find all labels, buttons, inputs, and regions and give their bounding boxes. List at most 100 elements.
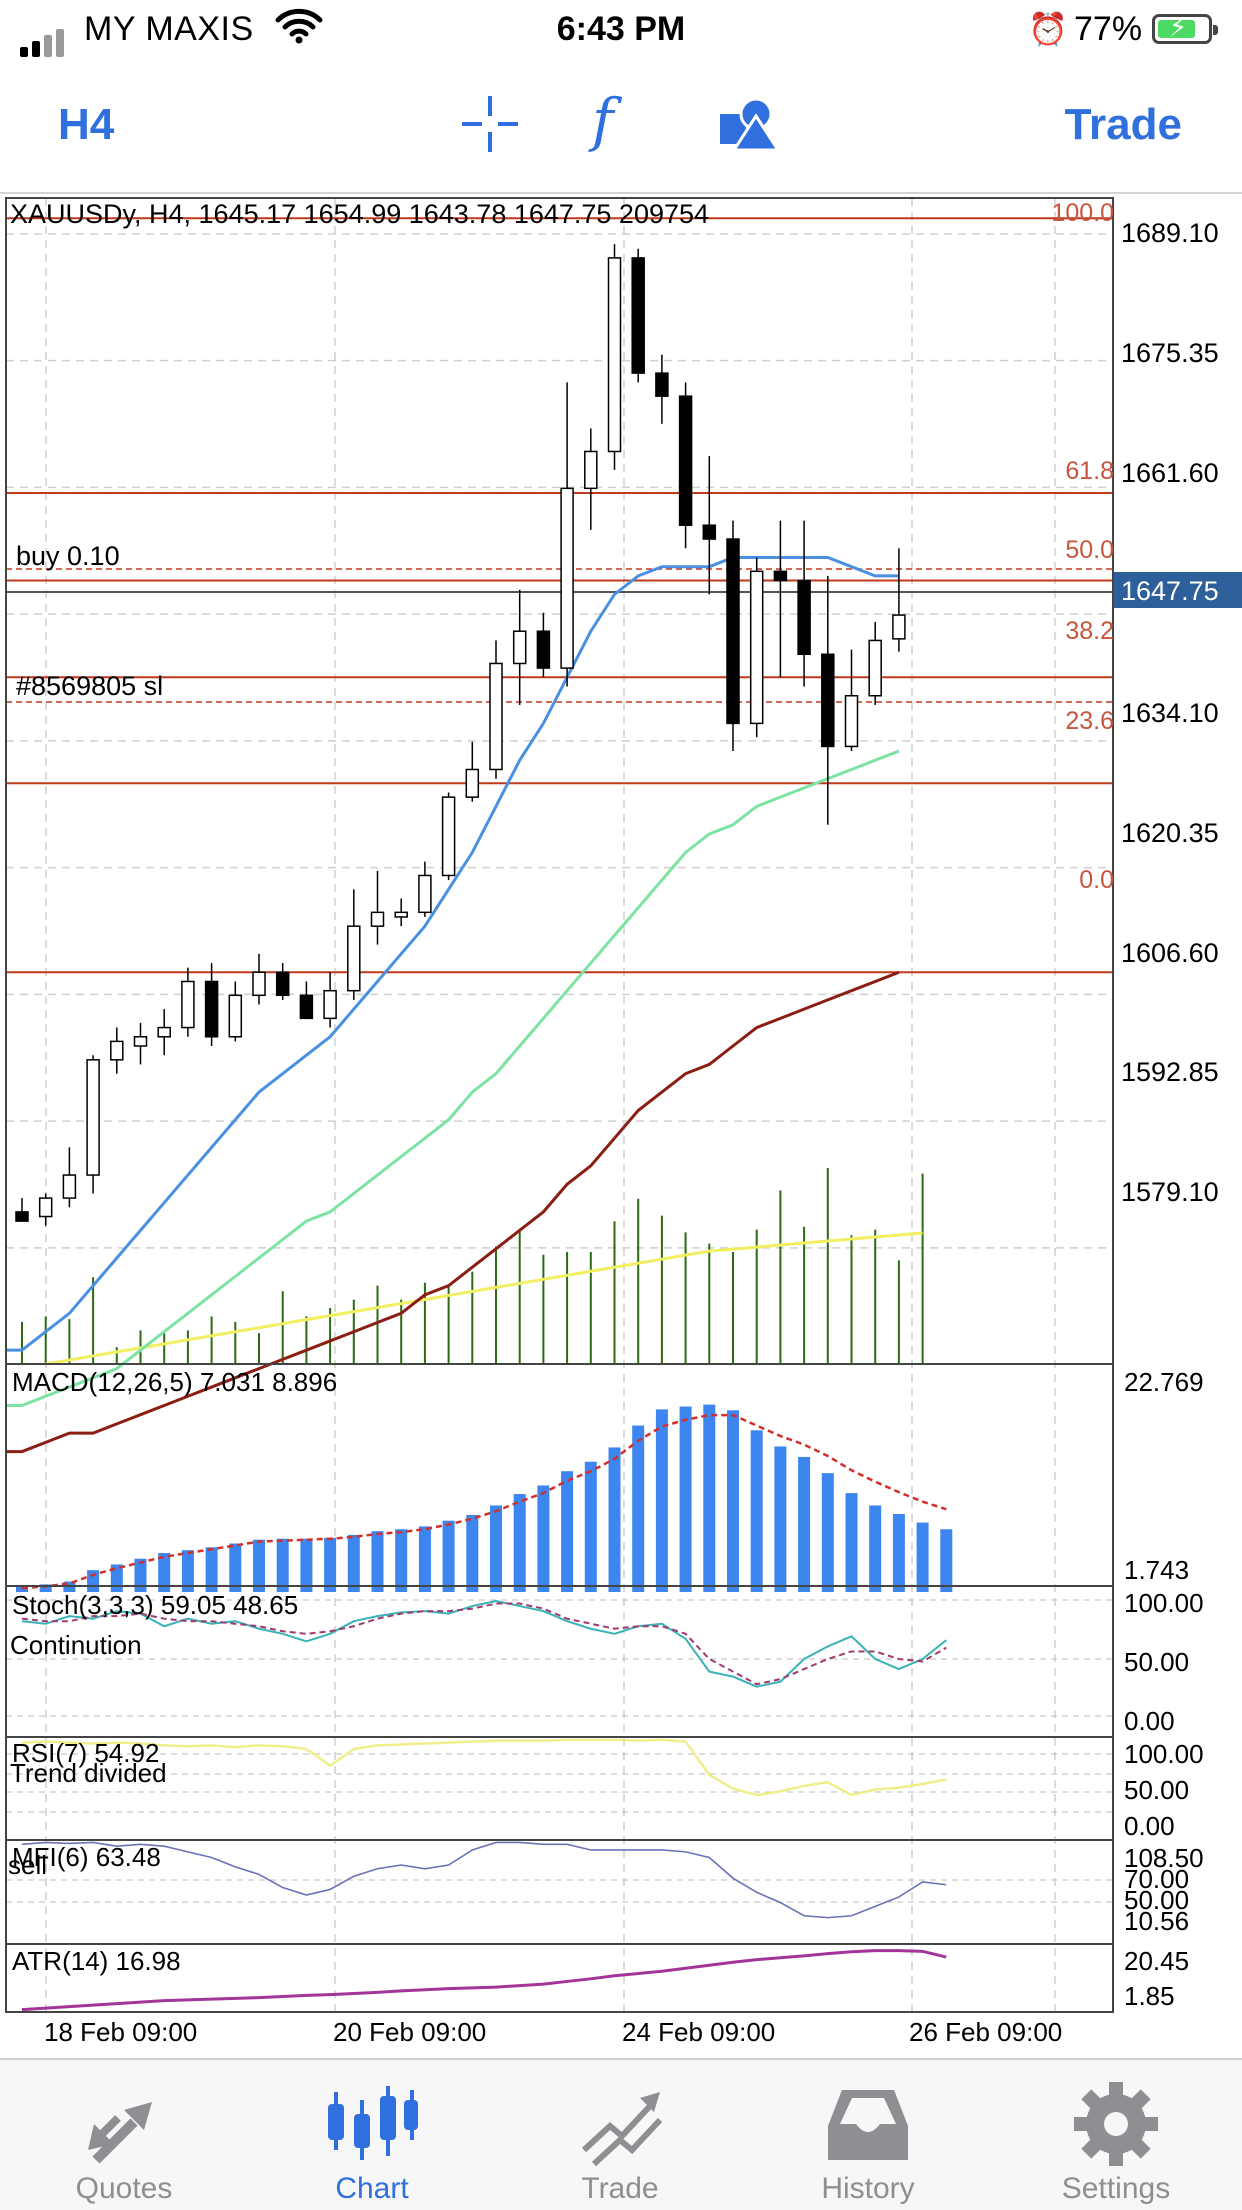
candle (347, 925, 361, 992)
date-label: 24 Feb 09:00 (622, 2017, 775, 2047)
macd-label: MACD(12,26,5) 7.031 8.896 (12, 1367, 337, 1397)
macd-tick: 1.743 (1124, 1555, 1189, 1585)
candle (868, 639, 882, 697)
price-chart[interactable]: XAUUSDy, H4, 1645.17 1654.99 1643.78 164… (0, 192, 1242, 2058)
macd-bar (158, 1553, 171, 1592)
objects-icon[interactable] (716, 90, 782, 161)
wifi-icon (274, 6, 324, 55)
mfi-label: MFI(6) 63.48 (12, 1842, 161, 1872)
candle (394, 911, 408, 918)
candle (228, 994, 243, 1038)
stoch-label: Stoch(3,3,3) 59.05 48.65 (12, 1590, 298, 1620)
battery-percent: 77% (1074, 10, 1143, 48)
macd-bar (490, 1505, 502, 1592)
candle (38, 1197, 53, 1218)
chart-frame (5, 197, 1114, 2013)
fib-level-label: 50.0 (1065, 536, 1114, 564)
timeframe-button[interactable]: H4 (58, 100, 115, 149)
candle (86, 1059, 100, 1176)
macd-panel (16, 1404, 953, 1592)
history-icon (828, 2090, 908, 2160)
macd-bar (798, 1456, 811, 1592)
carrier-name: MY MAXIS (84, 10, 254, 48)
candle (536, 630, 551, 669)
candle (702, 524, 717, 540)
tab-chart[interactable]: Chart (248, 2060, 496, 2210)
atr-tick: 20.45 (1124, 1946, 1189, 1976)
macd-bar (466, 1514, 479, 1592)
tab-trade[interactable]: Trade (496, 2060, 744, 2210)
ma-mid-line (6, 749, 900, 1407)
macd-bar (655, 1409, 668, 1592)
candle (204, 980, 219, 1038)
current-price: 1647.75 (1121, 576, 1219, 606)
stoch-tick: 50.00 (1124, 1647, 1189, 1677)
candle (678, 395, 693, 526)
macd-bar (940, 1529, 953, 1592)
stoch-signal-line (21, 1602, 947, 1686)
macd-bar (584, 1461, 597, 1592)
rsi-tick: 0.00 (1124, 1811, 1175, 1841)
macd-bar (229, 1543, 242, 1592)
clock: 6:43 PM (556, 10, 686, 48)
price-tick: 1579.10 (1121, 1177, 1219, 1207)
function-icon[interactable]: f (592, 86, 614, 154)
candle (655, 372, 669, 397)
tab-quotes[interactable]: Quotes (0, 2060, 248, 2210)
atr-panel (21, 1949, 947, 2012)
mfi-line (21, 1841, 947, 1919)
price-tick: 1592.85 (1121, 1057, 1219, 1087)
chart-icon (328, 2086, 418, 2160)
atr-tick: 1.85 (1124, 1981, 1175, 2011)
alarm-icon: ⏰ (1028, 11, 1068, 47)
tab-settings[interactable]: Settings (992, 2060, 1240, 2210)
ma-fast-line (6, 555, 899, 1352)
stoch-note: Continution (10, 1630, 142, 1660)
macd-bar (774, 1446, 787, 1592)
macd-bar (750, 1430, 763, 1592)
fib-level-label: 0.0 (1079, 866, 1114, 894)
candle (323, 989, 337, 1020)
date-label: 26 Feb 09:00 (909, 2017, 1062, 2047)
current-price-badge (1114, 572, 1242, 608)
candle (749, 570, 764, 725)
price-tick: 1675.35 (1121, 338, 1219, 368)
quotes-icon (88, 2102, 152, 2164)
date-label: 18 Feb 09:00 (44, 2017, 197, 2047)
mfi-tick: 50.00 (1124, 1885, 1189, 1915)
gear-icon (1074, 2082, 1158, 2166)
fib-level-label: 38.2 (1065, 617, 1114, 645)
macd-bar (632, 1425, 645, 1592)
trade-icon (581, 2092, 663, 2167)
candle (607, 257, 622, 453)
macd-bar (821, 1473, 834, 1592)
candle (465, 768, 480, 798)
tab-history[interactable]: History (744, 2060, 992, 2210)
mfi-panel (6, 1841, 1113, 1919)
candle (133, 1036, 148, 1047)
macd-bar (324, 1537, 337, 1592)
macd-bar (537, 1485, 550, 1592)
chart-grid (6, 198, 1113, 2012)
macd-bar (134, 1558, 147, 1592)
macd-bar (845, 1493, 858, 1592)
candle (726, 538, 740, 725)
macd-bar (561, 1471, 574, 1592)
trade-button[interactable]: Trade (1064, 100, 1182, 149)
macd-bar (608, 1447, 621, 1592)
stoch-tick: 0.00 (1124, 1706, 1175, 1736)
macd-bar (513, 1494, 526, 1592)
battery-icon: ⚡ (1152, 12, 1218, 44)
macd-bar (276, 1538, 289, 1592)
date-label: 20 Feb 09:00 (333, 2017, 486, 2047)
candle (441, 796, 456, 877)
candle (252, 971, 266, 997)
candle (275, 971, 290, 997)
price-tick: 1606.60 (1121, 938, 1219, 968)
sl-label: #8569805 sl (16, 671, 163, 701)
crosshair-icon[interactable] (458, 92, 522, 161)
macd-bar (418, 1526, 431, 1592)
volume-bars (21, 1168, 924, 1366)
price-tick: 1620.35 (1121, 818, 1219, 848)
fibonacci-levels (6, 217, 1113, 974)
